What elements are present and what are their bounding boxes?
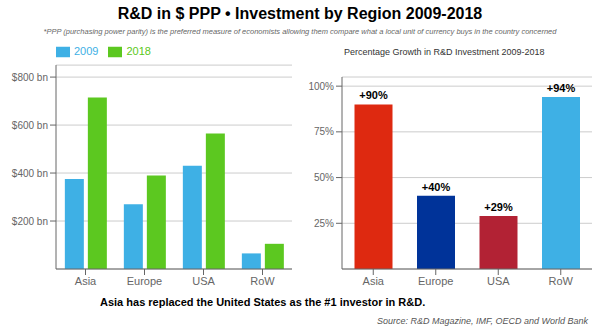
svg-text:$400 bn: $400 bn	[12, 168, 48, 179]
svg-text:USA: USA	[192, 275, 215, 287]
svg-text:+90%: +90%	[359, 89, 388, 101]
svg-text:100%: 100%	[308, 81, 334, 92]
svg-text:+94%: +94%	[547, 82, 576, 94]
svg-text:Europe: Europe	[127, 275, 162, 287]
svg-text:USA: USA	[487, 275, 510, 287]
html-text:Asia has replaced the United S: Asia has replaced the United States as t…	[100, 296, 426, 308]
svg-text:+40%: +40%	[422, 181, 451, 193]
svg-text:RoW: RoW	[549, 275, 574, 287]
html-text:2009: 2009	[74, 45, 99, 57]
html-text:2018: 2018	[126, 45, 151, 57]
svg-text:$800 bn: $800 bn	[12, 72, 48, 83]
svg-text:50%: 50%	[314, 172, 334, 183]
html-text:*PPP (purchasing power parity): *PPP (purchasing power parity) is the pr…	[43, 27, 557, 36]
svg-text:+29%: +29%	[484, 201, 513, 213]
svg-text:RoW: RoW	[250, 275, 275, 287]
html-text:Source: R&D Magazine, IMF, OEC: Source: R&D Magazine, IMF, OECD and Worl…	[377, 316, 588, 326]
svg-text:$200 bn: $200 bn	[12, 216, 48, 227]
svg-text:Asia: Asia	[75, 275, 97, 287]
svg-text:75%: 75%	[314, 126, 334, 137]
svg-text:$600 bn: $600 bn	[12, 120, 48, 131]
html-text:Percentage Growth in R&D Inves: Percentage Growth in R&D Investment 2009…	[344, 47, 545, 57]
svg-text:Europe: Europe	[418, 275, 453, 287]
html-text:R&D in $ PPP • Investment by R: R&D in $ PPP • Investment by Region 2009…	[117, 5, 483, 22]
svg-text:25%: 25%	[314, 218, 334, 229]
svg-text:Asia: Asia	[363, 275, 385, 287]
